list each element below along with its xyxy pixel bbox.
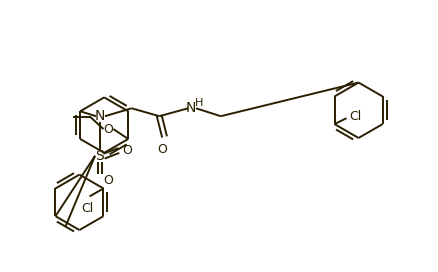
Text: O: O — [103, 123, 113, 135]
Text: H: H — [194, 98, 203, 108]
Text: Cl: Cl — [349, 110, 361, 123]
Text: N: N — [95, 109, 105, 123]
Text: Cl: Cl — [81, 202, 94, 215]
Text: O: O — [103, 174, 113, 187]
Text: O: O — [123, 144, 132, 157]
Text: O: O — [157, 143, 167, 156]
Text: N: N — [185, 101, 196, 115]
Text: S: S — [95, 149, 104, 163]
